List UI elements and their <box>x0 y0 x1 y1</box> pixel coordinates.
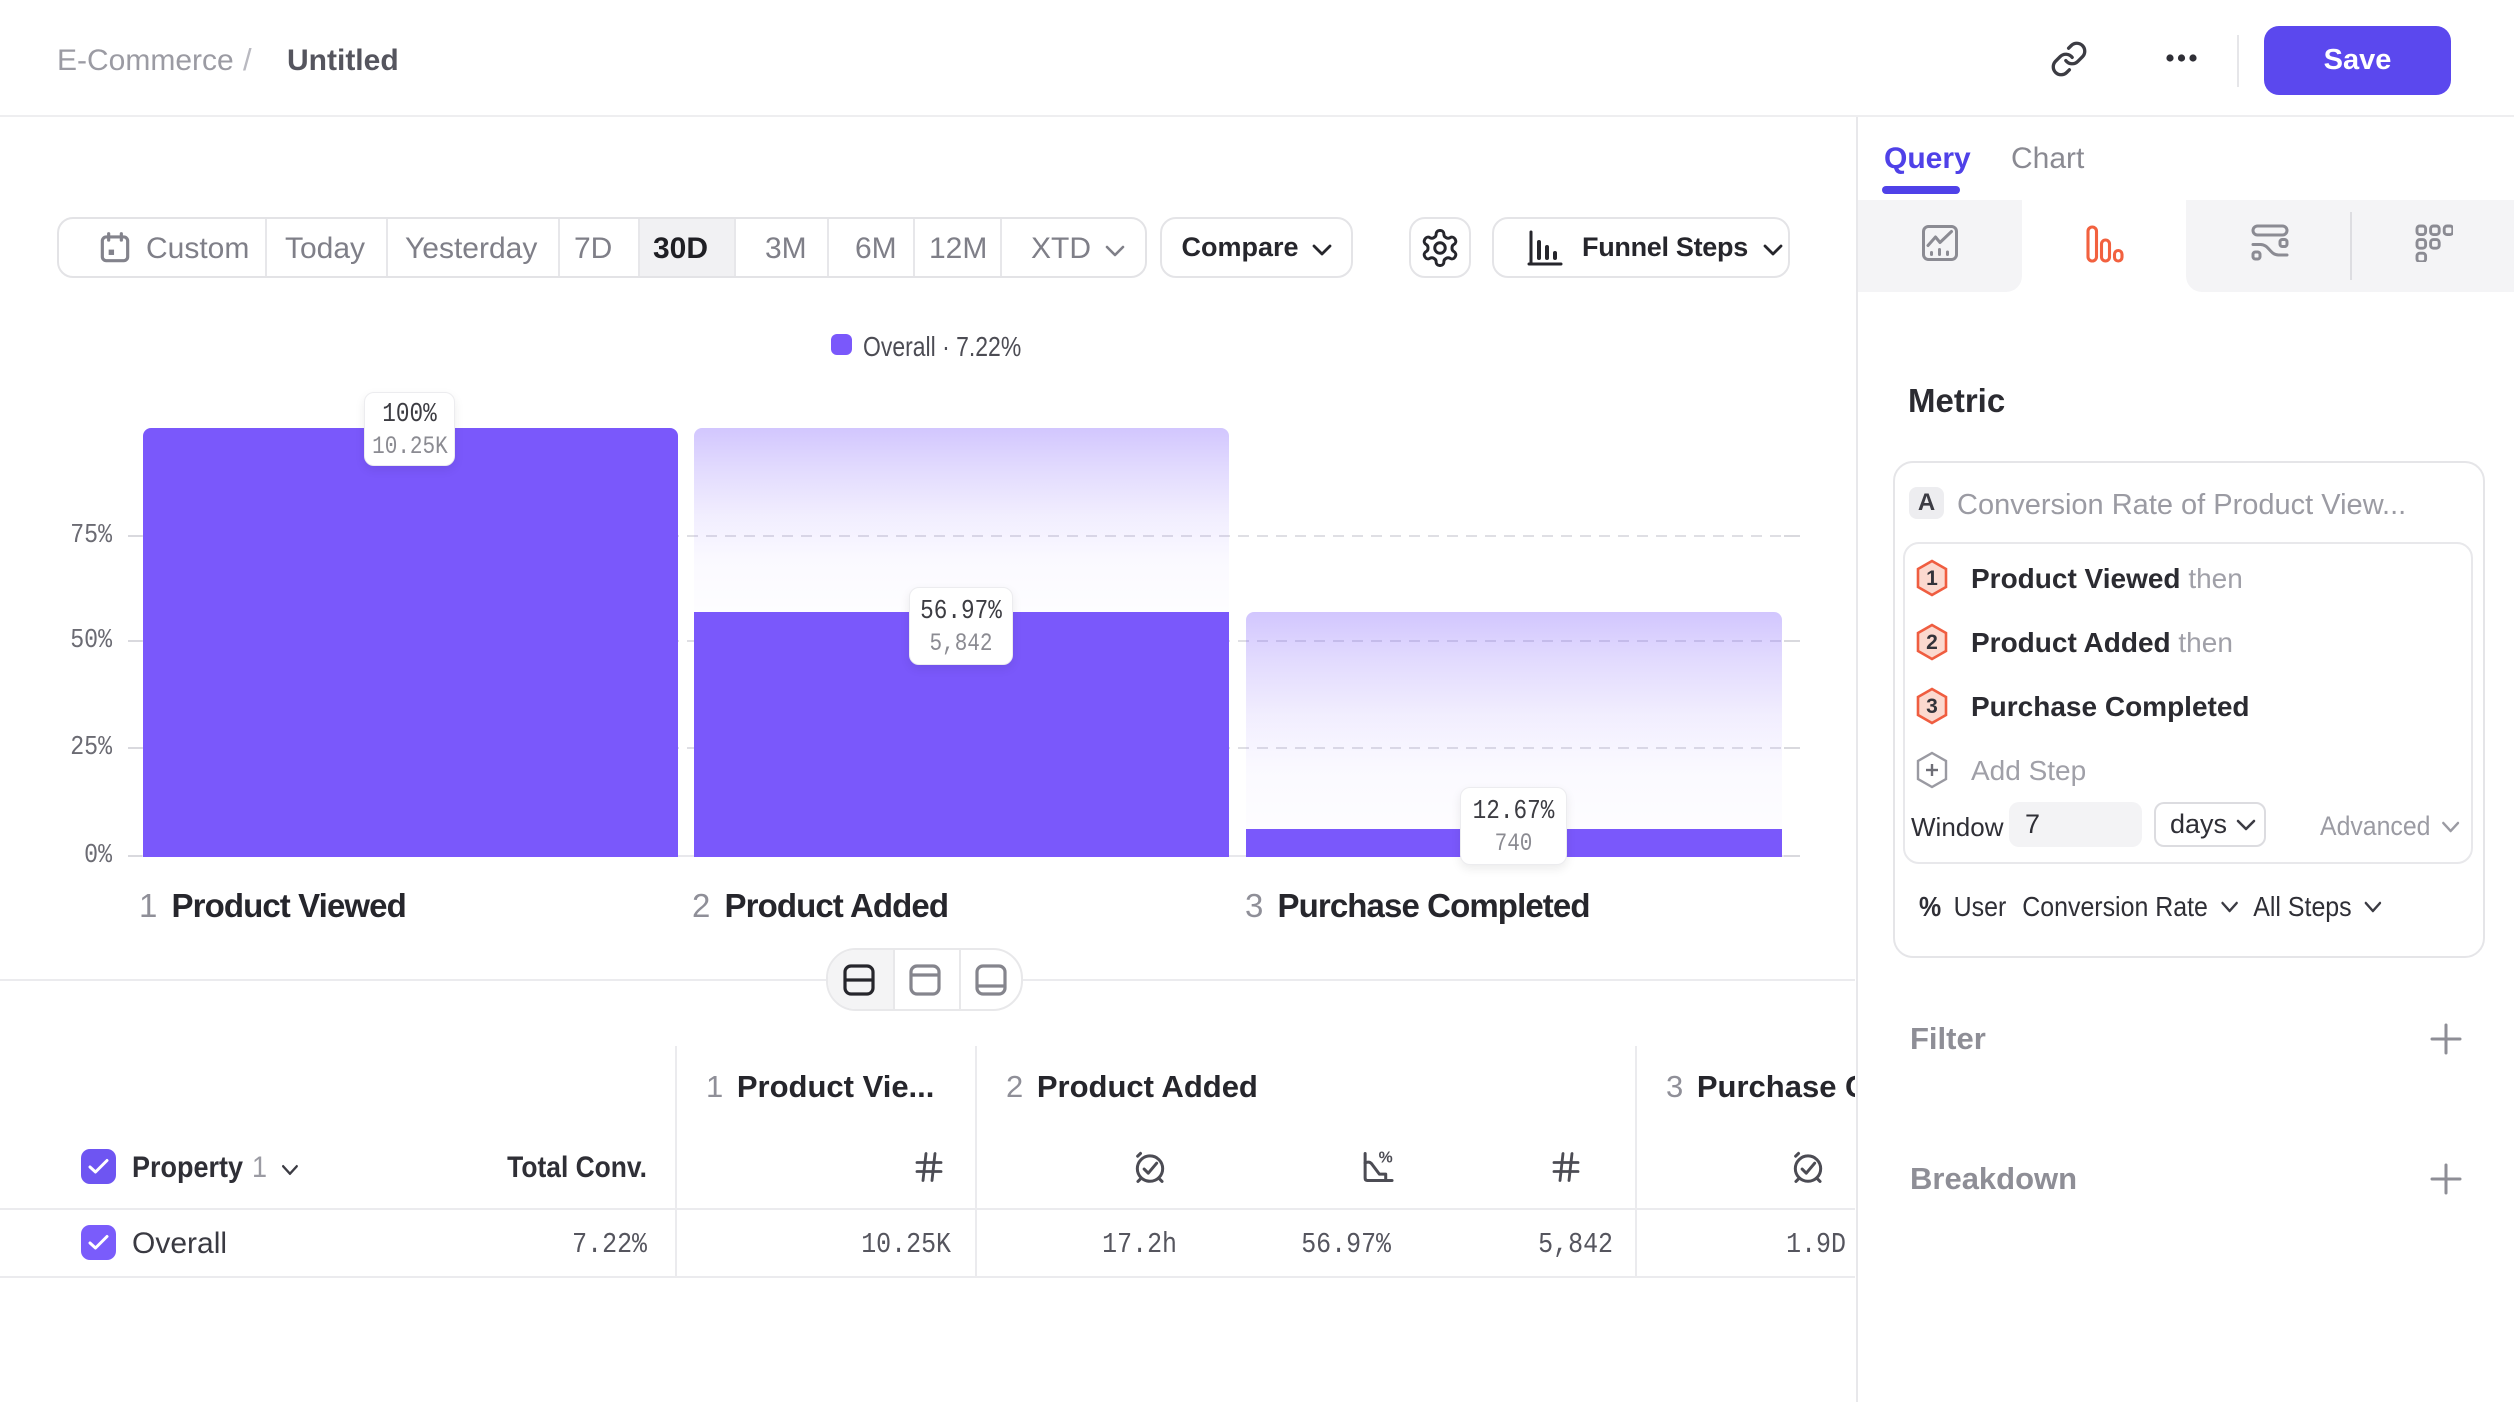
svg-text:3: 3 <box>1926 695 1938 718</box>
svg-text:%: % <box>1379 1149 1393 1166</box>
svg-text:2: 2 <box>1926 631 1938 654</box>
svg-text:1: 1 <box>1926 567 1938 590</box>
